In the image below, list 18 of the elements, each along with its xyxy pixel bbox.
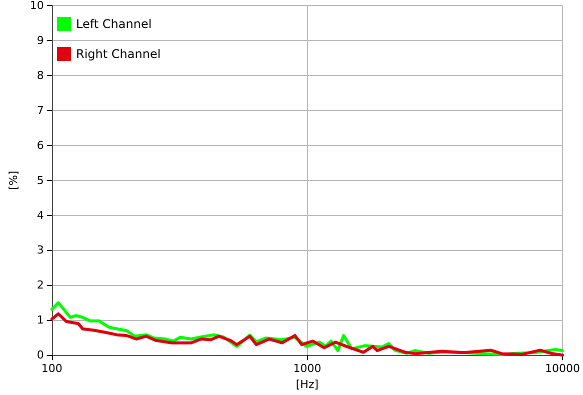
y-tick-label: 5 xyxy=(36,174,44,187)
x-axis-title: [Hz] xyxy=(296,378,319,391)
y-tick-label: 6 xyxy=(36,138,44,152)
y-tick-label: 7 xyxy=(36,104,44,117)
legend-label: Left Channel xyxy=(76,17,152,31)
x-tick-label: 1000 xyxy=(293,362,322,376)
y-tick-label: 4 xyxy=(36,208,44,222)
x-tick-label: 10000 xyxy=(545,362,580,376)
y-tick-label: 1 xyxy=(36,314,44,327)
y-tick-label: 3 xyxy=(36,244,44,257)
y-tick-label: 0 xyxy=(36,348,44,362)
y-tick-label: 9 xyxy=(36,34,44,47)
y-tick-label: 10 xyxy=(30,0,44,12)
legend-label: Right Channel xyxy=(76,47,161,61)
y-tick-label: 8 xyxy=(36,68,44,82)
y-tick-label: 2 xyxy=(36,278,44,292)
y-axis-title: [%] xyxy=(7,170,20,190)
x-tick-label: 100 xyxy=(41,362,62,376)
